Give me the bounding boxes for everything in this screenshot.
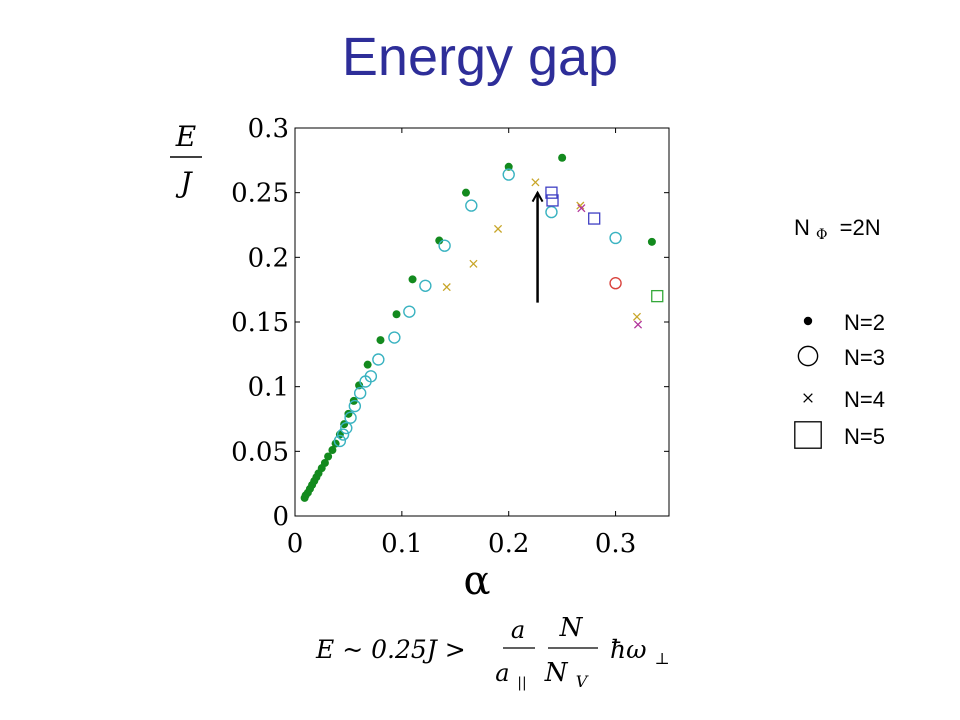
legend-label: N=4	[844, 387, 885, 412]
data-point-cross	[577, 204, 586, 213]
legend-header-rest: =2N	[840, 215, 881, 240]
data-point-circle	[344, 411, 357, 424]
data-point-square	[651, 289, 664, 303]
formula-rhs: ħω	[610, 635, 647, 664]
data-point-circle	[364, 370, 378, 383]
y-tick-label: 0	[272, 502, 289, 532]
data-point-dot	[363, 360, 372, 369]
data-point-dot	[320, 458, 329, 467]
legend-label: N=5	[844, 424, 885, 449]
data-point-dot	[328, 446, 337, 455]
formula-frac2-num: N	[559, 613, 584, 643]
data-point-dot	[435, 236, 444, 245]
data-point-circle	[465, 199, 478, 212]
plot-area	[294, 127, 670, 517]
legend-header-sub: Φ	[816, 227, 827, 243]
data-point-dot	[461, 188, 470, 197]
data-point-circle	[336, 428, 350, 441]
data-point-cross	[493, 224, 503, 233]
y-tick-label: 0.15	[231, 308, 289, 338]
y-tick-label: 0.2	[248, 243, 289, 273]
tick-labels: 0 0.1 0.2 0.3 0.3 0.25 0.2 0.15 0.1 0.05 0	[231, 114, 636, 559]
data-point-circle	[333, 434, 347, 448]
legend-label: N=2	[844, 310, 885, 335]
data-point-dot	[392, 310, 401, 319]
x-tick-label: 0.1	[381, 529, 422, 559]
data-point-cross	[576, 201, 585, 210]
data-point-dot	[408, 275, 417, 284]
formula: E ~ 0.25J > a a || N N V ħω ⊥	[315, 613, 670, 691]
svg-text:N Φ =2N: N Φ =2N	[794, 215, 881, 244]
data-point-circle	[403, 305, 416, 318]
arrow-head	[531, 190, 544, 203]
axis-ticks	[294, 127, 669, 517]
annotation-arrow	[531, 190, 544, 303]
data-point-dot	[558, 153, 567, 162]
slide-title: Energy gap	[341, 27, 619, 87]
formula-frac2-den-sub: V	[576, 672, 589, 691]
legend-header-main: N	[794, 215, 810, 240]
data-point-circle	[340, 421, 353, 435]
formula-frac1-den: a	[495, 659, 509, 687]
svg-text:a ||: a ||	[495, 659, 526, 691]
data-point-cross	[633, 320, 643, 329]
data-point-dot	[376, 336, 385, 345]
formula-frac1-den-sub: ||	[517, 675, 526, 691]
data-point-circle	[388, 331, 401, 344]
data-points	[300, 153, 664, 502]
legend-header: N Φ =2N	[794, 215, 881, 244]
data-point-circle	[438, 239, 451, 252]
data-point-dot	[647, 237, 656, 246]
svg-text:ħω ⊥: ħω ⊥	[610, 635, 670, 668]
data-point-circle	[502, 168, 515, 181]
legend-marker-square	[794, 421, 822, 449]
data-point-cross	[469, 259, 478, 268]
data-point-circle	[419, 279, 432, 292]
x-axis-label: α	[463, 558, 490, 604]
data-point-circle	[348, 399, 362, 413]
y-axis-label-top: E	[175, 120, 196, 153]
svg-text:N V: N V	[544, 658, 589, 691]
formula-lhs: E ~ 0.25J >	[315, 635, 466, 664]
data-point-cross	[442, 283, 451, 292]
data-point-cross	[632, 312, 642, 321]
y-tick-label: 0.25	[231, 179, 289, 209]
data-point-square	[546, 194, 559, 207]
data-point-circle	[609, 277, 622, 290]
y-tick-label: 0.1	[248, 373, 289, 403]
formula-frac1-num: a	[511, 616, 525, 644]
data-point-cross	[531, 178, 540, 187]
data-point-square	[588, 212, 601, 225]
x-tick-label: 0	[287, 529, 304, 559]
data-point-square	[545, 186, 558, 199]
y-tick-label: 0.3	[248, 114, 289, 144]
data-point-circle	[353, 386, 367, 400]
data-point-circle	[609, 231, 622, 245]
legend-marker-dot	[803, 316, 813, 326]
legend-marker-cross	[803, 393, 813, 403]
y-axis-label-bottom: J	[175, 166, 193, 199]
data-point-dot	[324, 452, 333, 461]
data-point-circle	[545, 205, 558, 219]
legend-label: N=3	[844, 345, 885, 370]
legend-marker-circle	[797, 345, 819, 367]
formula-rhs-sub: ⊥	[654, 649, 669, 668]
y-axis-label: E J	[170, 120, 202, 199]
x-tick-label: 0.3	[595, 529, 636, 559]
legend: N=2 N=3 N=4 N=5	[794, 310, 885, 449]
plot-frame	[294, 127, 670, 517]
y-tick-label: 0.05	[231, 437, 289, 467]
data-point-circle	[372, 353, 385, 366]
x-tick-label: 0.2	[488, 529, 529, 559]
formula-frac2-den: N	[544, 658, 569, 688]
